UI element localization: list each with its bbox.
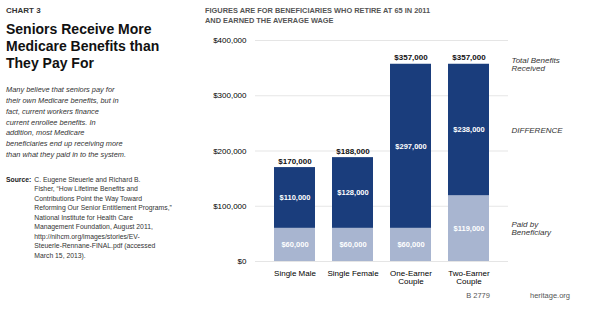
- svg-text:$188,000: $188,000: [336, 147, 370, 156]
- svg-text:$200,000: $200,000: [213, 147, 247, 156]
- svg-text:$357,000: $357,000: [394, 53, 428, 62]
- svg-text:$128,000: $128,000: [337, 188, 368, 197]
- svg-text:$100,000: $100,000: [213, 202, 247, 211]
- svg-text:Single Female: Single Female: [327, 269, 379, 278]
- svg-text:DIFFERENCE: DIFFERENCE: [512, 126, 564, 135]
- html-text:Source: C. Eugene Steuerle and: Source: C. Eugene Steuerle and Richard B…: [6, 175, 172, 259]
- svg-text:$400,000: $400,000: [213, 36, 247, 45]
- svg-text:$119,000: $119,000: [454, 224, 485, 233]
- svg-text:$170,000: $170,000: [278, 157, 312, 166]
- svg-text:$357,000: $357,000: [452, 53, 486, 62]
- html-text:B 2779: B 2779: [466, 291, 490, 300]
- html-text:Seniors Receive More Medicare: Seniors Receive More Medicare Benefits t…: [6, 21, 160, 71]
- svg-text:Total BenefitsReceived: Total BenefitsReceived: [512, 56, 560, 73]
- svg-text:Single Male: Single Male: [274, 269, 316, 278]
- html-text:Many believe that seniors pay: Many believe that seniors pay for their …: [6, 85, 126, 159]
- html-text:CHART 3: CHART 3: [6, 6, 41, 15]
- html-text:FIGURES ARE FOR BENEFICIARIES: FIGURES ARE FOR BENEFICIARIES WHO RETIRE…: [205, 6, 431, 25]
- svg-text:Two-EarnerCouple: Two-EarnerCouple: [448, 269, 490, 286]
- svg-text:$60,000: $60,000: [281, 240, 308, 249]
- svg-text:$110,000: $110,000: [280, 193, 311, 202]
- html-text:heritage.org: heritage.org: [530, 291, 570, 300]
- svg-text:$297,000: $297,000: [395, 142, 426, 151]
- svg-text:$238,000: $238,000: [453, 125, 484, 134]
- svg-text:$60,000: $60,000: [339, 240, 366, 249]
- svg-text:$0: $0: [238, 257, 247, 266]
- svg-text:Paid byBeneficiary: Paid byBeneficiary: [512, 220, 553, 237]
- svg-text:$60,000: $60,000: [397, 240, 424, 249]
- svg-text:One-EarnerCouple: One-EarnerCouple: [390, 269, 432, 286]
- svg-text:$300,000: $300,000: [213, 91, 247, 100]
